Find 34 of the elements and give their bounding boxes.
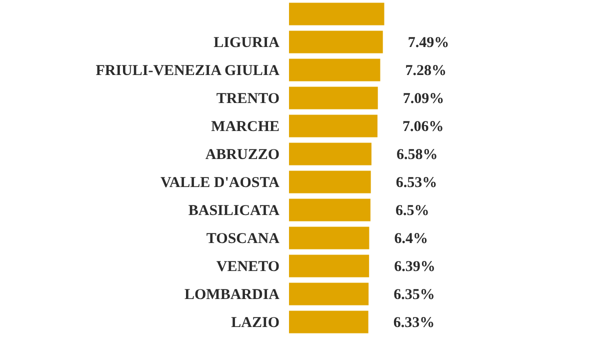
data-label: 7.06% xyxy=(402,119,444,135)
bar xyxy=(289,310,368,334)
data-label: 6.58% xyxy=(396,147,438,163)
bar xyxy=(289,114,378,138)
y-tick-label: BASILICATA xyxy=(188,203,280,219)
bar xyxy=(289,282,369,306)
bar xyxy=(289,2,384,26)
bar xyxy=(289,198,370,222)
bar xyxy=(289,170,371,194)
bar xyxy=(289,58,380,82)
data-label: 7.49% xyxy=(408,35,450,51)
data-label: 6.4% xyxy=(394,231,428,247)
y-tick-label: VALLE D'AOSTA xyxy=(160,175,280,191)
y-tick-label: FRIULI-VENEZIA GIULIA xyxy=(96,63,280,79)
y-tick-label: MARCHE xyxy=(211,119,280,135)
y-tick-label: LOMBARDIA xyxy=(184,287,280,303)
y-tick-label: ABRUZZO xyxy=(205,147,280,163)
y-tick-label: LIGURIA xyxy=(214,35,280,51)
bar xyxy=(289,86,378,110)
data-label: 7.09% xyxy=(402,91,444,107)
data-label: 6.53% xyxy=(396,175,438,191)
y-tick-label: VENETO xyxy=(216,259,280,275)
y-tick-label: TRENTO xyxy=(216,91,280,107)
data-label: 6.33% xyxy=(393,315,435,331)
bar xyxy=(289,142,372,166)
data-label: 6.39% xyxy=(394,259,436,275)
data-label: 6.5% xyxy=(395,203,430,219)
bar xyxy=(289,30,383,54)
y-tick-label: TOSCANA xyxy=(206,231,280,247)
bar xyxy=(289,226,370,250)
data-label: 6.35% xyxy=(394,287,435,303)
y-tick-label: LAZIO xyxy=(231,315,280,331)
bar xyxy=(289,254,370,278)
data-label: 7.28% xyxy=(405,63,446,79)
